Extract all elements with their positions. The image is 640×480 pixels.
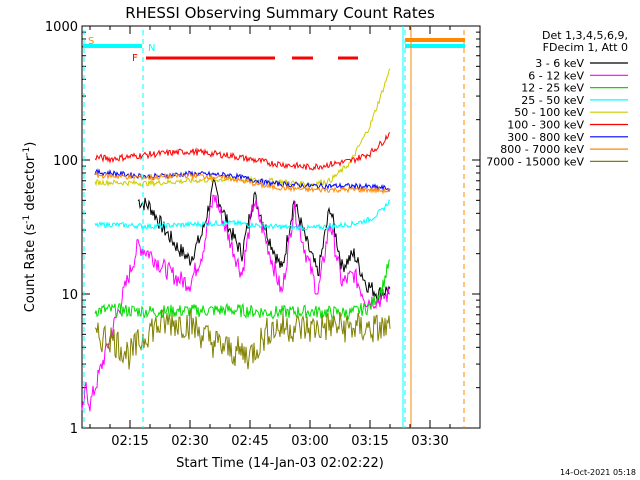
legend-label: 6 - 12 keV: [528, 69, 584, 82]
x-axis-label: Start Time (14-Jan-03 02:02:22): [176, 456, 384, 471]
y-axis-label: Count Rate (s-1 detector-1): [22, 142, 38, 313]
y-tick-label: 100: [53, 154, 78, 169]
legend-label: 7000 - 15000 keV: [486, 155, 584, 168]
legend-header-1: Det 1,3,4,5,6,9,: [542, 29, 628, 42]
legend-label: 12 - 25 keV: [521, 82, 584, 95]
y-tick-label: 1: [70, 422, 78, 437]
plot-frame: [81, 25, 481, 429]
series-line: [94, 199, 391, 233]
annotation-label: S: [88, 36, 94, 47]
legend-label: 800 - 7000 keV: [500, 143, 584, 156]
series-line: [81, 194, 391, 412]
legend-label: 25 - 50 keV: [521, 94, 584, 107]
x-tick-label: 02:45: [231, 434, 268, 449]
legend-label: 50 - 100 keV: [514, 106, 584, 119]
x-tick-label: 02:30: [171, 434, 208, 449]
series-line: [137, 176, 391, 302]
x-tick-label: 03:15: [351, 434, 388, 449]
annotation-label: F: [132, 53, 138, 64]
timestamp: 14-Oct-2021 05:18: [560, 468, 636, 477]
annotation-layer: S NF: [83, 26, 465, 428]
series-line: [94, 132, 391, 171]
axis-ticks: 02:15 02:30 02:45 03:00 03:15 03:30 1 10 100 1000: [45, 20, 480, 449]
x-tick-label: 02:15: [111, 434, 148, 449]
legend-label: 100 - 300 keV: [507, 119, 584, 132]
chart-title: RHESSI Observing Summary Count Rates: [125, 4, 435, 22]
y-tick-label: 10: [61, 288, 78, 303]
annotation-label: N: [148, 43, 155, 54]
series-line: [94, 168, 391, 193]
series-line: [94, 308, 391, 370]
x-tick-label: 03:30: [411, 434, 448, 449]
legend-label: 3 - 6 keV: [535, 57, 584, 70]
legend-header-2: FDecim 1, Att 0: [543, 41, 628, 54]
series-line: [94, 171, 391, 195]
x-tick-label: 03:00: [291, 434, 328, 449]
legend: Det 1,3,4,5,6,9, FDecim 1, Att 0 3 - 6 k…: [486, 29, 628, 168]
legend-label: 300 - 800 keV: [507, 131, 584, 144]
y-tick-label: 1000: [45, 20, 78, 35]
series-line: [94, 68, 391, 188]
series-layer: [81, 68, 391, 412]
